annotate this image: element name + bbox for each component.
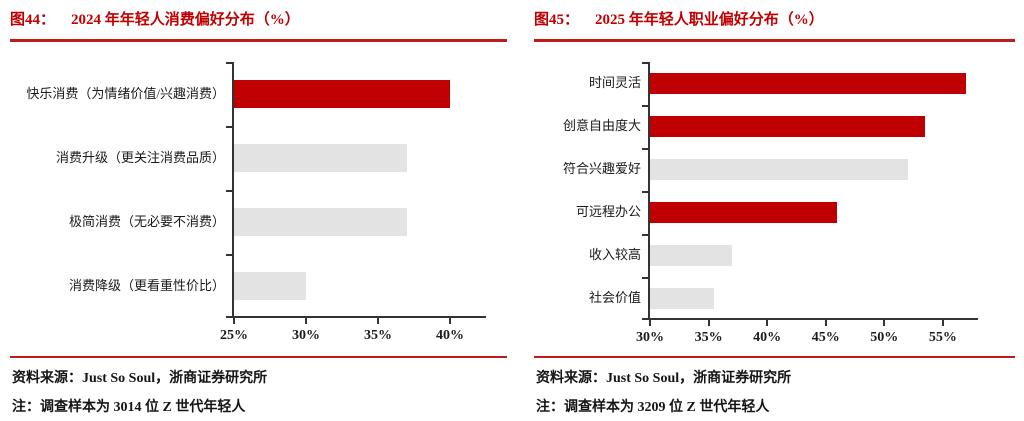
figure-45-header: 图45： 2025 年年轻人职业偏好分布（%） (534, 8, 1015, 29)
career-preference-bar-chart: 30% 35% 40% 45% 50% 55% 时间灵活创意自由度大 符合兴趣爱好可远程办公收… (534, 62, 1015, 354)
y-axis-tick (226, 254, 232, 256)
sample-note: 注：调查样本为 3209 位 Z 世代年轻人 (536, 400, 770, 415)
category-label: 社会价值 (588, 290, 641, 306)
figure-44: 图44： 2024 年年轻人消费偏好分布（%） 25% 30% 35% 40% 快乐消费（… (10, 0, 507, 421)
bar (234, 80, 450, 108)
category-label: 消费降级（更看重性价比） (68, 277, 225, 293)
x-axis-tick-label: 35% (363, 328, 392, 343)
y-axis-tick (642, 105, 648, 107)
y-axis-tick (642, 277, 648, 279)
y-axis-tick (642, 191, 648, 193)
x-axis-tick (448, 318, 451, 324)
category-label: 符合兴趣爱好 (562, 161, 641, 177)
bar (650, 202, 838, 223)
category-label: 创意自由度大 (562, 118, 641, 134)
x-axis-tick (707, 320, 710, 326)
plot-area: 25% 30% 35% 40% (220, 62, 486, 343)
bar (650, 159, 908, 180)
y-axis-tick (226, 316, 232, 318)
x-axis-tick-label: 40% (753, 330, 782, 345)
x-axis-tick (883, 320, 886, 326)
y-axis-tick (642, 318, 648, 320)
category-label: 时间灵活 (588, 75, 641, 91)
x-axis-tick-label: 45% (811, 330, 840, 345)
x-axis-tick-label: 50% (870, 330, 899, 345)
y-axis-tick (226, 126, 232, 128)
x-axis-tick (766, 320, 769, 326)
consumption-preference-bar-chart: 25% 30% 35% 40% 快乐消费（为情绪价值/兴趣消费） 消费升级（更关注消费品质… (10, 62, 507, 354)
x-axis-tick-label: 25% (220, 328, 248, 343)
category-label: 消费升级（更关注消费品质） (55, 149, 225, 165)
x-axis-tick (304, 318, 307, 324)
category-label: 收入较高 (588, 247, 641, 263)
category-label: 极简消费（无必要不消费） (68, 213, 225, 229)
source-note: 资料来源：Just So Soul，浙商证券研究所 (12, 371, 268, 386)
bar (650, 245, 732, 266)
sample-note: 注：调查样本为 3014 位 Z 世代年轻人 (12, 400, 246, 415)
y-axis-tick (226, 190, 232, 192)
header-rule (534, 39, 1015, 42)
x-axis-tick-label: 30% (291, 328, 320, 343)
figure-44-header: 图44： 2024 年年轻人消费偏好分布（%） (10, 8, 507, 29)
figure-title: 2024 年年轻人消费偏好分布（%） (71, 12, 300, 28)
x-axis-tick-label: 35% (694, 330, 723, 345)
bar (650, 116, 926, 137)
x-axis-tick-label: 30% (636, 330, 664, 345)
source-note: 资料来源：Just So Soul，浙商证券研究所 (536, 371, 792, 386)
figure-title: 2025 年年轻人职业偏好分布（%） (595, 12, 824, 28)
footer-rule (10, 356, 507, 358)
y-axis-tick (642, 234, 648, 236)
figure-number-label: 图44： (10, 12, 56, 28)
x-axis-tick (824, 320, 827, 326)
footer-rule (534, 356, 1015, 358)
bar (234, 272, 306, 300)
header-rule (10, 39, 507, 42)
x-axis-tick (376, 318, 379, 324)
y-axis-tick (642, 62, 648, 64)
figure-45: 图45： 2025 年年轻人职业偏好分布（%） 30% 35% 40% 45% 50% 55… (534, 0, 1015, 421)
bar (650, 288, 715, 309)
figure-number-label: 图45： (534, 12, 580, 28)
bar (234, 144, 407, 172)
x-axis-tick (233, 318, 235, 324)
y-axis-tick (642, 148, 648, 150)
plot-area: 30% 35% 40% 45% 50% 55% (636, 62, 978, 345)
category-label: 可远程办公 (575, 204, 641, 220)
x-axis-tick (649, 320, 651, 326)
x-axis-tick-label: 55% (928, 330, 957, 345)
category-label: 快乐消费（为情绪价值/兴趣消费） (26, 85, 225, 101)
bar (234, 208, 407, 236)
bar (650, 73, 967, 94)
x-axis-tick-label: 40% (435, 328, 464, 343)
x-axis-tick (941, 320, 944, 326)
y-axis-tick (226, 62, 232, 64)
